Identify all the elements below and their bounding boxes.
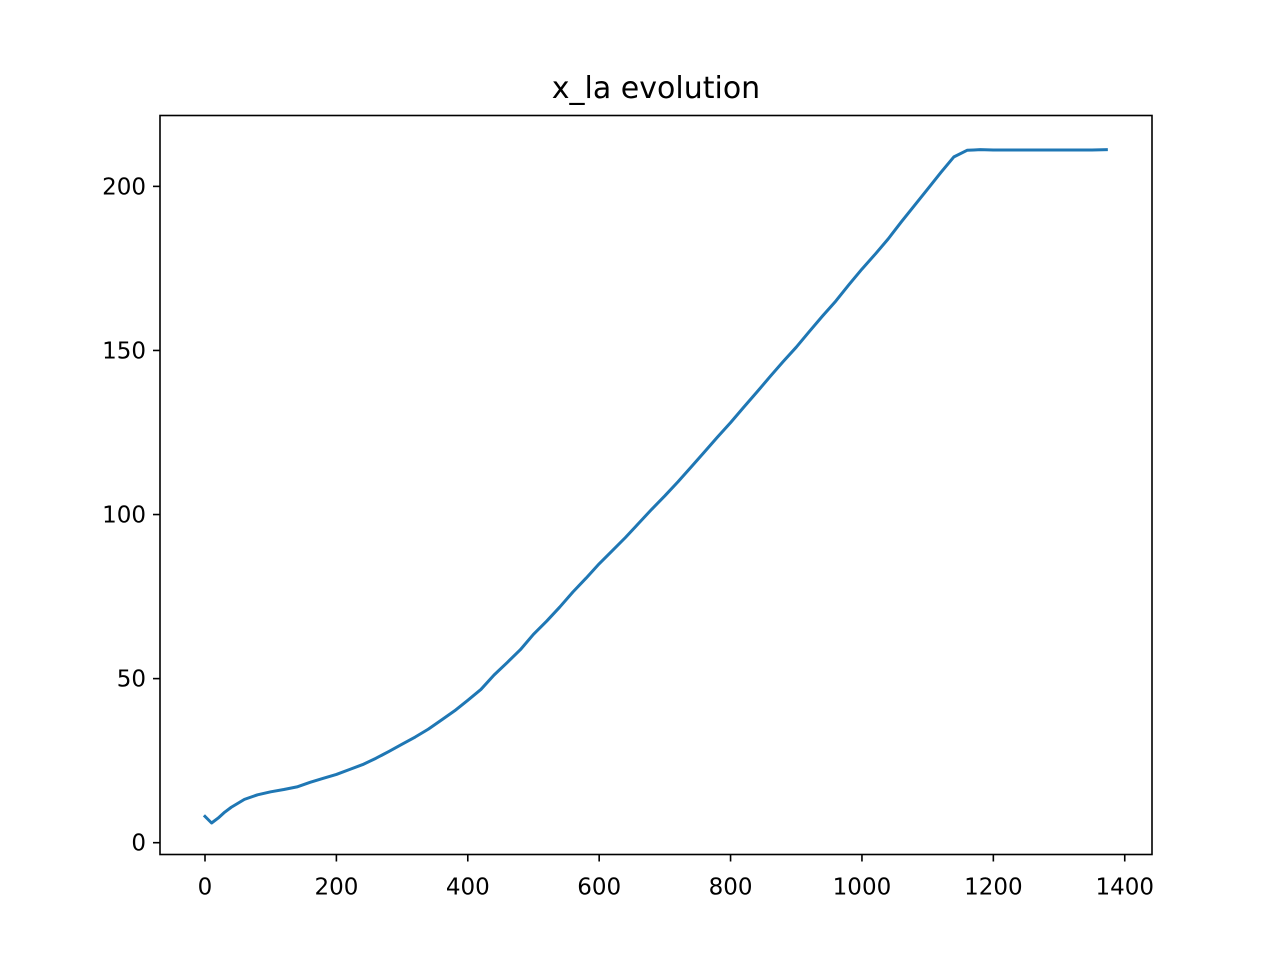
axes-frame <box>159 114 1153 856</box>
x-tick-label: 800 <box>709 875 753 901</box>
x-tick-label: 400 <box>446 875 490 901</box>
x-tick-label: 1000 <box>833 875 892 901</box>
y-axis: 0 50 100 150 200 <box>102 174 160 857</box>
x-axis: 0 200 400 600 800 1000 1200 1400 <box>198 854 1154 901</box>
x-tick-label: 1200 <box>964 875 1023 901</box>
y-tick-label: 150 <box>102 338 146 364</box>
y-tick-label: 100 <box>102 503 146 529</box>
y-tick-label: 0 <box>131 831 146 857</box>
x-tick-label: 0 <box>198 875 213 901</box>
y-tick-label: 50 <box>117 667 146 693</box>
series-line-0 <box>202 148 1108 825</box>
chart-title: x_la evolution <box>552 71 760 106</box>
x-tick-label: 200 <box>314 875 358 901</box>
y-tick-label: 200 <box>102 174 146 200</box>
x-tick-label: 1400 <box>1095 875 1154 901</box>
plot-area <box>202 148 1108 825</box>
x-tick-label: 600 <box>577 875 621 901</box>
